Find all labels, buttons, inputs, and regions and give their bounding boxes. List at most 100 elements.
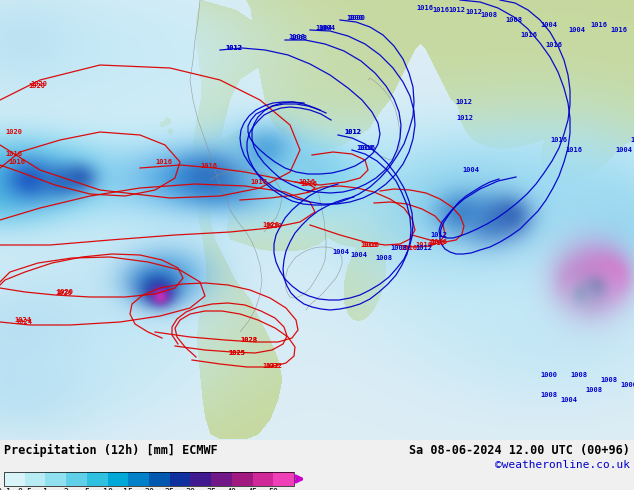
Text: 1016: 1016 [298,179,315,185]
Text: 20: 20 [144,488,154,490]
Text: 1004: 1004 [468,0,485,1]
Text: 1016: 1016 [200,163,217,169]
Text: 1012: 1012 [455,99,472,105]
Text: 1012: 1012 [225,45,242,51]
Text: 1000: 1000 [620,382,634,388]
Text: ©weatheronline.co.uk: ©weatheronline.co.uk [495,460,630,470]
Text: 45: 45 [247,488,257,490]
Bar [190,472,211,486]
Text: 1008: 1008 [505,17,522,23]
Bar [149,472,170,486]
Bar [87,472,108,486]
Text: 1016: 1016 [250,179,267,185]
Text: 1016: 1016 [520,32,537,38]
Text: 1004: 1004 [315,25,332,31]
Text: 1028: 1028 [240,337,257,343]
Text: 1012: 1012 [448,7,465,13]
Text: 1004: 1004 [540,22,557,28]
Text: 1008: 1008 [585,387,602,393]
Text: 1025: 1025 [228,350,245,356]
Text: 1008: 1008 [600,377,617,383]
Text: 1020: 1020 [262,222,279,228]
Text: 1008: 1008 [288,34,305,40]
Bar [211,472,232,486]
Bar [273,472,294,486]
Text: 1004: 1004 [615,147,632,153]
Text: 5: 5 [84,488,89,490]
Text: 1004: 1004 [318,25,335,31]
Text: 1016: 1016 [565,147,582,153]
Text: 1016: 1016 [430,239,447,245]
Text: 2: 2 [63,488,68,490]
Text: 1020: 1020 [30,81,47,87]
Text: Precipitation (12h) [mm] ECMWF: Precipitation (12h) [mm] ECMWF [4,444,217,457]
Text: 1016: 1016 [362,242,379,248]
Text: 30: 30 [185,488,195,490]
Text: 1020: 1020 [28,83,45,89]
Text: 1016: 1016 [358,145,375,151]
Text: 10: 10 [103,488,113,490]
Text: 1012: 1012 [344,129,361,135]
Text: 1016: 1016 [155,159,172,165]
Text: 1025: 1025 [228,350,245,356]
Text: 1012: 1012 [465,9,482,15]
Bar [4,472,294,486]
Text: 1000: 1000 [540,372,557,378]
Text: Sa 08-06-2024 12.00 UTC (00+96): Sa 08-06-2024 12.00 UTC (00+96) [409,444,630,457]
Text: 50: 50 [268,488,278,490]
Text: 40: 40 [227,488,237,490]
Text: 1012: 1012 [430,232,447,238]
Text: 35: 35 [206,488,216,490]
Text: 1012: 1012 [456,115,473,121]
Text: 1016: 1016 [5,151,22,157]
Text: 1016: 1016 [356,145,373,151]
Text: 1024: 1024 [14,317,31,323]
Text: 1000: 1000 [346,15,363,21]
Text: 1016: 1016 [630,137,634,143]
Text: 0.1: 0.1 [0,488,11,490]
Bar [25,472,46,486]
Text: 1020: 1020 [56,289,73,295]
Text: 1016: 1016 [550,137,567,143]
Bar [66,472,87,486]
Text: 1004: 1004 [462,167,479,173]
Text: 1008: 1008 [375,255,392,261]
Text: 1016: 1016 [300,181,317,187]
Text: 1008: 1008 [508,0,525,1]
Text: 25: 25 [165,488,175,490]
Bar [108,472,128,486]
Text: 1008: 1008 [480,12,497,18]
Text: 1008: 1008 [570,372,587,378]
Text: 1016: 1016 [400,245,417,251]
Text: 15: 15 [123,488,133,490]
Text: 1032: 1032 [265,363,282,369]
Bar [252,472,273,486]
Text: 1008: 1008 [390,245,407,251]
Bar [46,472,66,486]
Text: 1004: 1004 [560,397,577,403]
Text: 1016: 1016 [610,27,627,33]
Text: 0.5: 0.5 [17,488,32,490]
Text: 1024: 1024 [15,319,32,325]
Text: 1016: 1016 [360,242,377,248]
Text: 1016: 1016 [545,42,562,48]
Text: 1004: 1004 [350,252,367,258]
Text: 1016: 1016 [416,5,433,11]
Text: 1004: 1004 [568,27,585,33]
Text: 1000: 1000 [348,15,365,21]
Text: 1008: 1008 [508,0,525,1]
Bar [232,472,252,486]
Text: 1016: 1016 [415,242,432,248]
Bar [128,472,149,486]
Text: 1020: 1020 [265,223,282,229]
Text: 1020: 1020 [55,290,72,296]
Text: 1008: 1008 [290,35,307,41]
Text: 1012: 1012 [415,245,432,251]
Text: 1016: 1016 [432,7,449,13]
Text: 1004: 1004 [464,0,481,1]
Text: 1008: 1008 [540,392,557,398]
Text: 1028: 1028 [240,337,257,343]
Text: 1: 1 [43,488,48,490]
Text: 1020: 1020 [5,129,22,135]
Text: 1012: 1012 [225,45,242,51]
